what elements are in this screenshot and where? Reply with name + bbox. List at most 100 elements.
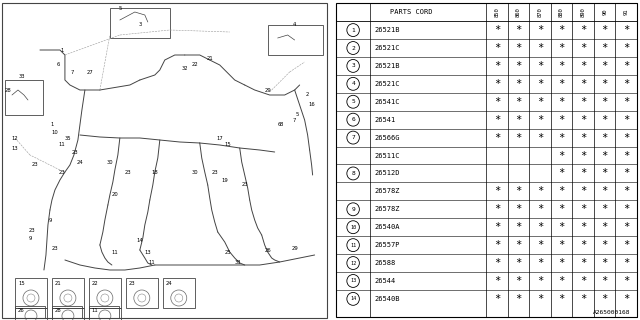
Text: 890: 890 xyxy=(580,7,586,17)
Text: *: * xyxy=(537,258,543,268)
Text: 26588: 26588 xyxy=(374,260,396,266)
Text: *: * xyxy=(602,240,608,250)
Text: 3: 3 xyxy=(138,21,141,27)
Text: 3: 3 xyxy=(351,63,355,68)
Text: *: * xyxy=(580,222,586,232)
Text: 26541C: 26541C xyxy=(374,99,399,105)
Text: *: * xyxy=(494,132,500,143)
Text: *: * xyxy=(494,186,500,196)
Text: 10: 10 xyxy=(52,130,58,134)
Bar xyxy=(89,308,121,320)
Text: 33: 33 xyxy=(19,75,25,79)
Text: 28: 28 xyxy=(55,308,61,313)
Text: 32: 32 xyxy=(182,66,188,70)
Text: *: * xyxy=(602,115,608,125)
Text: *: * xyxy=(602,294,608,304)
Text: *: * xyxy=(559,168,564,179)
Text: *: * xyxy=(602,186,608,196)
Text: 2: 2 xyxy=(306,92,309,98)
Text: *: * xyxy=(537,61,543,71)
Bar xyxy=(15,306,45,318)
Text: *: * xyxy=(623,25,629,35)
Bar xyxy=(5,80,43,115)
Text: *: * xyxy=(559,294,564,304)
Text: 6: 6 xyxy=(351,117,355,122)
Text: *: * xyxy=(537,294,543,304)
Text: *: * xyxy=(559,240,564,250)
Text: 29: 29 xyxy=(291,245,298,251)
Text: *: * xyxy=(580,204,586,214)
Text: *: * xyxy=(602,222,608,232)
Text: *: * xyxy=(623,294,629,304)
Text: *: * xyxy=(515,97,522,107)
Text: 30: 30 xyxy=(191,170,198,174)
Text: 23: 23 xyxy=(125,170,131,174)
Text: 24: 24 xyxy=(77,159,83,164)
Text: *: * xyxy=(623,79,629,89)
Text: *: * xyxy=(580,132,586,143)
Text: 23: 23 xyxy=(59,170,65,174)
Text: *: * xyxy=(580,294,586,304)
Bar xyxy=(110,8,170,38)
Text: *: * xyxy=(494,222,500,232)
Bar xyxy=(163,278,195,308)
Text: *: * xyxy=(602,43,608,53)
Text: 30: 30 xyxy=(106,159,113,164)
Text: *: * xyxy=(494,115,500,125)
Text: *: * xyxy=(623,204,629,214)
Text: *: * xyxy=(623,150,629,161)
Text: 23: 23 xyxy=(129,281,136,286)
Text: *: * xyxy=(623,115,629,125)
Text: *: * xyxy=(515,222,522,232)
Text: 33: 33 xyxy=(234,260,241,265)
Text: 23: 23 xyxy=(29,228,35,233)
Text: 26578Z: 26578Z xyxy=(374,188,399,194)
Text: 4: 4 xyxy=(351,81,355,86)
Text: *: * xyxy=(515,79,522,89)
Text: *: * xyxy=(623,258,629,268)
Text: *: * xyxy=(537,79,543,89)
Text: 11: 11 xyxy=(111,250,118,254)
Text: *: * xyxy=(580,97,586,107)
Text: 91: 91 xyxy=(623,9,628,15)
Text: 26511C: 26511C xyxy=(374,153,399,158)
Text: 26541: 26541 xyxy=(374,117,396,123)
Text: *: * xyxy=(537,222,543,232)
Text: *: * xyxy=(515,294,522,304)
Text: *: * xyxy=(559,25,564,35)
Text: 13: 13 xyxy=(145,250,151,254)
Text: *: * xyxy=(537,240,543,250)
Text: *: * xyxy=(559,97,564,107)
Text: 27: 27 xyxy=(86,69,93,75)
Text: 26512D: 26512D xyxy=(374,171,399,176)
Text: *: * xyxy=(494,61,500,71)
Text: 880: 880 xyxy=(559,7,564,17)
Bar xyxy=(15,278,47,308)
Bar xyxy=(126,278,158,308)
Text: *: * xyxy=(515,258,522,268)
Text: *: * xyxy=(494,43,500,53)
Text: 90: 90 xyxy=(602,9,607,15)
Text: *: * xyxy=(515,240,522,250)
Text: *: * xyxy=(580,25,586,35)
Text: *: * xyxy=(623,222,629,232)
Text: *: * xyxy=(559,79,564,89)
Text: *: * xyxy=(559,186,564,196)
Text: *: * xyxy=(559,61,564,71)
Text: *: * xyxy=(515,186,522,196)
Text: 23: 23 xyxy=(72,149,78,155)
Text: 4: 4 xyxy=(293,21,296,27)
Text: 14: 14 xyxy=(350,296,356,301)
Text: *: * xyxy=(580,79,586,89)
Text: *: * xyxy=(559,43,564,53)
Text: 23: 23 xyxy=(241,182,248,188)
Text: 13: 13 xyxy=(350,278,356,284)
Text: 13: 13 xyxy=(12,146,19,150)
Text: 9: 9 xyxy=(28,236,31,241)
Text: 6: 6 xyxy=(278,123,282,127)
Text: *: * xyxy=(602,150,608,161)
Text: 9: 9 xyxy=(48,218,52,222)
Text: *: * xyxy=(494,79,500,89)
Text: *: * xyxy=(623,186,629,196)
Bar xyxy=(52,308,84,320)
